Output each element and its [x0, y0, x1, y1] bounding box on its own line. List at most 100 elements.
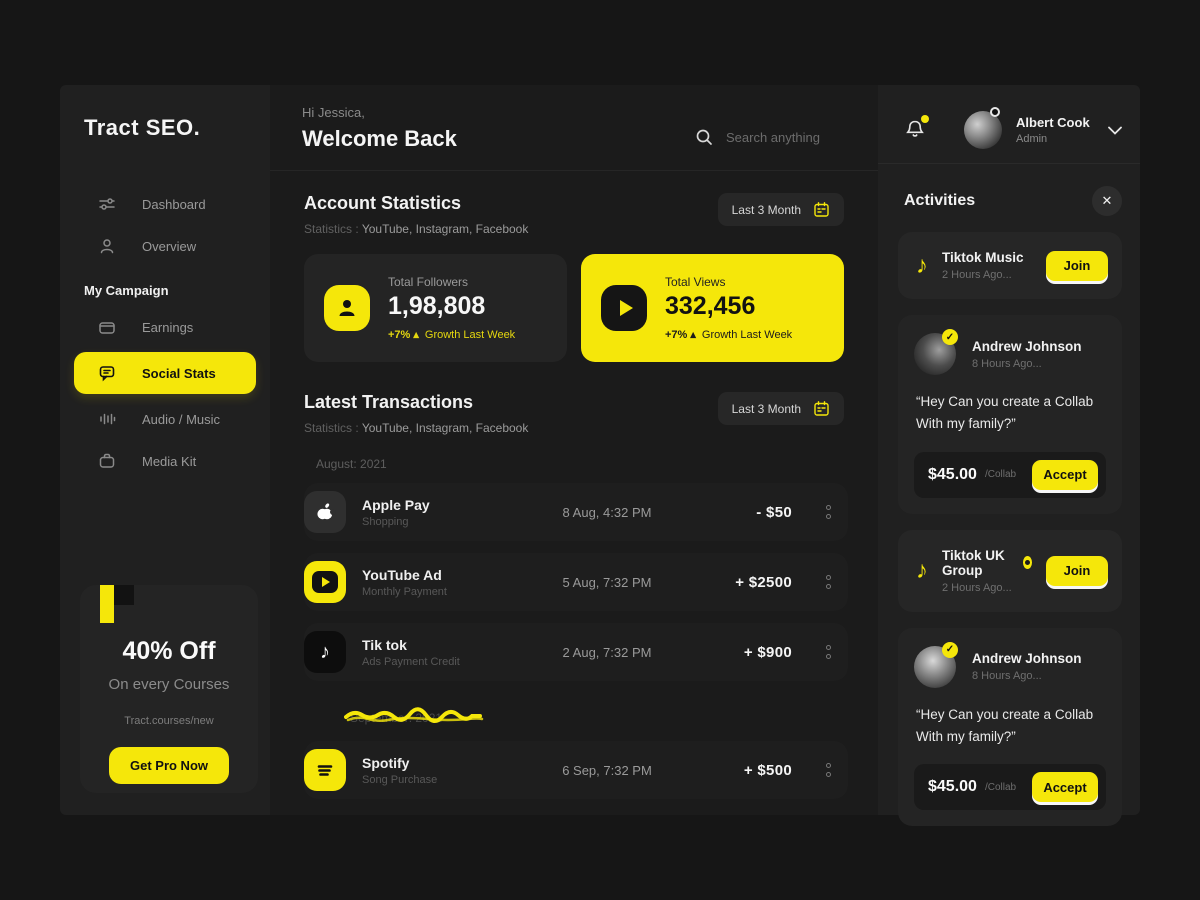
accept-button[interactable]: Accept: [1032, 459, 1098, 490]
sidebar-item-dashboard[interactable]: Dashboard: [60, 183, 270, 225]
stat-cards: Total Followers 1,98,808 +7% ▴ Growth La…: [270, 236, 878, 362]
subtitle-label: Statistics :: [304, 222, 359, 236]
section-title: Latest Transactions: [304, 392, 474, 412]
growth-percent: +7% ▴: [665, 329, 696, 341]
greeting-text: Hi Jessica,: [302, 105, 365, 120]
section-subtitle: Statistics : YouTube, Instagram, Faceboo…: [304, 421, 528, 435]
promo-card: 40% Off On every Courses Tract.courses/n…: [80, 585, 258, 793]
account-statistics-header: Account Statistics Statistics : YouTube,…: [270, 171, 878, 236]
activity-name: Andrew Johnson: [972, 651, 1082, 667]
sidebar-item-media-kit[interactable]: Media Kit: [60, 440, 270, 482]
transaction-amount: + $900: [743, 643, 792, 661]
transaction-category: Shopping: [362, 515, 409, 528]
sidebar-item-label: Earnings: [142, 319, 194, 335]
transaction-category: Monthly Payment: [362, 585, 447, 598]
accept-button[interactable]: Accept: [1032, 772, 1098, 803]
transactions-date-filter[interactable]: Last 3 Month: [717, 392, 844, 425]
avatar[interactable]: [964, 107, 1002, 149]
activity-message: “Hey Can you create a Collab With my fam…: [916, 706, 1094, 744]
join-button[interactable]: Join: [1046, 555, 1108, 586]
filter-label: Last 3 Month: [731, 401, 801, 416]
sidebar-item-earnings[interactable]: Earnings: [60, 306, 270, 348]
sidebar-item-label: Media Kit: [142, 453, 197, 469]
transaction-category: Ads Payment Credit: [362, 655, 460, 668]
user-role: Admin: [1016, 133, 1048, 145]
stats-date-filter[interactable]: Last 3 Month: [717, 193, 844, 226]
transaction-row[interactable]: YouTube Ad Monthly Payment 5 Aug, 7:32 P…: [304, 553, 848, 611]
tiktok-icon: ♪: [304, 631, 346, 673]
join-button[interactable]: Join: [1046, 250, 1108, 281]
sidebar-nav: Dashboard Overview My Campaign Earnings: [60, 183, 270, 482]
search-input[interactable]: [726, 129, 846, 145]
search-bar[interactable]: [694, 127, 846, 147]
transaction-amount: + $2500: [735, 573, 792, 591]
transaction-name: Tik tok: [362, 636, 407, 653]
growth-note: Growth Last Week: [424, 328, 516, 341]
sidebar-item-label: Overview: [142, 238, 197, 254]
briefcase-icon: [98, 452, 116, 470]
activities-title: Activities: [904, 192, 976, 209]
activity-name: Andrew Johnson: [972, 338, 1082, 354]
month-label: August: 2021: [316, 457, 387, 471]
user-name: Albert Cook: [1016, 115, 1090, 130]
wallet-icon: [98, 318, 116, 336]
sidebar: Tract SEO. Dashboard Overview My Campaig…: [60, 85, 270, 815]
row-options-icon[interactable]: [818, 575, 838, 589]
status-dot: [990, 107, 1000, 117]
subtitle-value: YouTube, Instagram, Facebook: [361, 222, 529, 236]
transaction-date: 2 Aug, 7:32 PM: [562, 644, 652, 660]
views-card: Total Views 332,456 +7% ▴ Growth Last We…: [581, 254, 844, 362]
get-pro-button[interactable]: Get Pro Now: [109, 747, 229, 784]
transaction-row[interactable]: Apple Pay Shopping 8 Aug, 4:32 PM - $50: [304, 483, 848, 541]
tiktok-icon: ♪: [916, 251, 928, 279]
main-header: Hi Jessica, Welcome Back: [270, 85, 878, 171]
activity-name: Tiktok UK Group: [942, 547, 1005, 578]
transaction-name: Spotify: [362, 754, 410, 771]
sidebar-item-audio-music[interactable]: Audio / Music: [60, 398, 270, 440]
activity-time: 8 Hours Ago...: [972, 670, 1042, 683]
right-panel-header: Albert Cook Admin: [878, 85, 1140, 153]
transaction-date: 8 Aug, 4:32 PM: [562, 504, 652, 520]
sidebar-item-overview[interactable]: Overview: [60, 225, 270, 267]
user-icon: [324, 285, 370, 331]
app-logo: Tract SEO.: [84, 115, 201, 140]
avatar: ✓: [914, 641, 958, 688]
chat-icon: [98, 364, 116, 382]
row-options-icon[interactable]: [818, 763, 838, 777]
sidebar-item-social-stats[interactable]: Social Stats: [74, 352, 256, 394]
row-options-icon[interactable]: [818, 505, 838, 519]
promo-link[interactable]: Tract.courses/new: [124, 715, 214, 727]
chevron-down-icon[interactable]: [1108, 126, 1122, 135]
subtitle-label: Statistics :: [304, 421, 359, 435]
sidebar-section-label: My Campaign: [84, 283, 169, 298]
calendar-icon: [813, 400, 830, 417]
stat-value: 332,456: [665, 292, 756, 320]
followers-card: Total Followers 1,98,808 +7% ▴ Growth La…: [304, 254, 567, 362]
page-title: Welcome Back: [302, 126, 457, 151]
sidebar-item-label: Dashboard: [142, 196, 206, 212]
activities-header: Activities ✕: [878, 164, 1140, 216]
activity-time: 8 Hours Ago...: [972, 357, 1042, 370]
transaction-row[interactable]: ♪ Tik tok Ads Payment Credit 2 Aug, 7:32…: [304, 623, 848, 681]
stat-label: Total Views: [665, 275, 726, 289]
spotify-icon: [304, 749, 346, 791]
stat-value: 1,98,808: [388, 292, 486, 320]
notifications-button[interactable]: [904, 115, 929, 142]
offer-price: $45.00: [928, 465, 977, 483]
transaction-amount: + $500: [743, 761, 792, 779]
right-panel: Albert Cook Admin Activities ✕ ♪ Tiktok …: [878, 85, 1140, 827]
filter-label: Last 3 Month: [731, 202, 801, 217]
growth-percent: +7% ▴: [388, 329, 419, 341]
offer-unit: /Collab: [984, 469, 1017, 481]
stat-growth: +7% ▴ Growth Last Week: [665, 328, 792, 342]
close-icon[interactable]: ✕: [1092, 186, 1122, 216]
transactions-header: Latest Transactions Statistics : YouTube…: [270, 362, 878, 435]
bell-icon: [906, 120, 924, 137]
section-title: Account Statistics: [304, 193, 462, 213]
transaction-list: Apple Pay Shopping 8 Aug, 4:32 PM - $50 …: [270, 471, 878, 799]
row-options-icon[interactable]: [818, 645, 838, 659]
transaction-row[interactable]: Spotify Song Purchase 6 Sep, 7:32 PM + $…: [304, 741, 848, 799]
sliders-icon: [98, 195, 116, 213]
check-badge-icon: ✓: [942, 641, 958, 658]
